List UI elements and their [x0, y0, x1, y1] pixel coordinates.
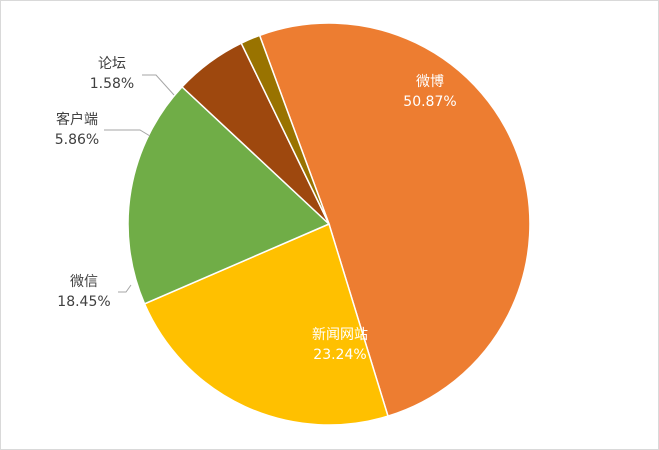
- leader-lines: [104, 74, 175, 293]
- pie-slice-weibo: [258, 22, 531, 418]
- pie-slice-news-site: [143, 222, 389, 426]
- slice-label-weibo: 微博: [416, 73, 444, 90]
- slice-value-weibo: 50.87%: [403, 94, 456, 110]
- slice-value-news-site: 23.24%: [313, 347, 366, 363]
- pie-slice-wechat: [127, 85, 331, 305]
- leader-line-forum: [142, 74, 175, 96]
- slice-label-forum: 论坛: [98, 56, 126, 72]
- pie-slice-forum: [240, 34, 330, 225]
- leader-line-wechat: [118, 284, 132, 293]
- slice-value-wechat: 18.45%: [57, 294, 110, 310]
- data-labels: 微博 50.87% 新闻网站 23.24% 微信 18.45% 客户端 5.86…: [55, 56, 457, 363]
- leader-line-client: [104, 129, 151, 137]
- slice-value-client: 5.86%: [55, 132, 99, 148]
- pie-slices: [127, 22, 531, 426]
- slice-label-client: 客户端: [56, 111, 98, 128]
- slice-label-wechat: 微信: [70, 274, 98, 290]
- slice-label-news-site: 新闻网站: [312, 327, 368, 343]
- slice-value-forum: 1.58%: [90, 76, 134, 92]
